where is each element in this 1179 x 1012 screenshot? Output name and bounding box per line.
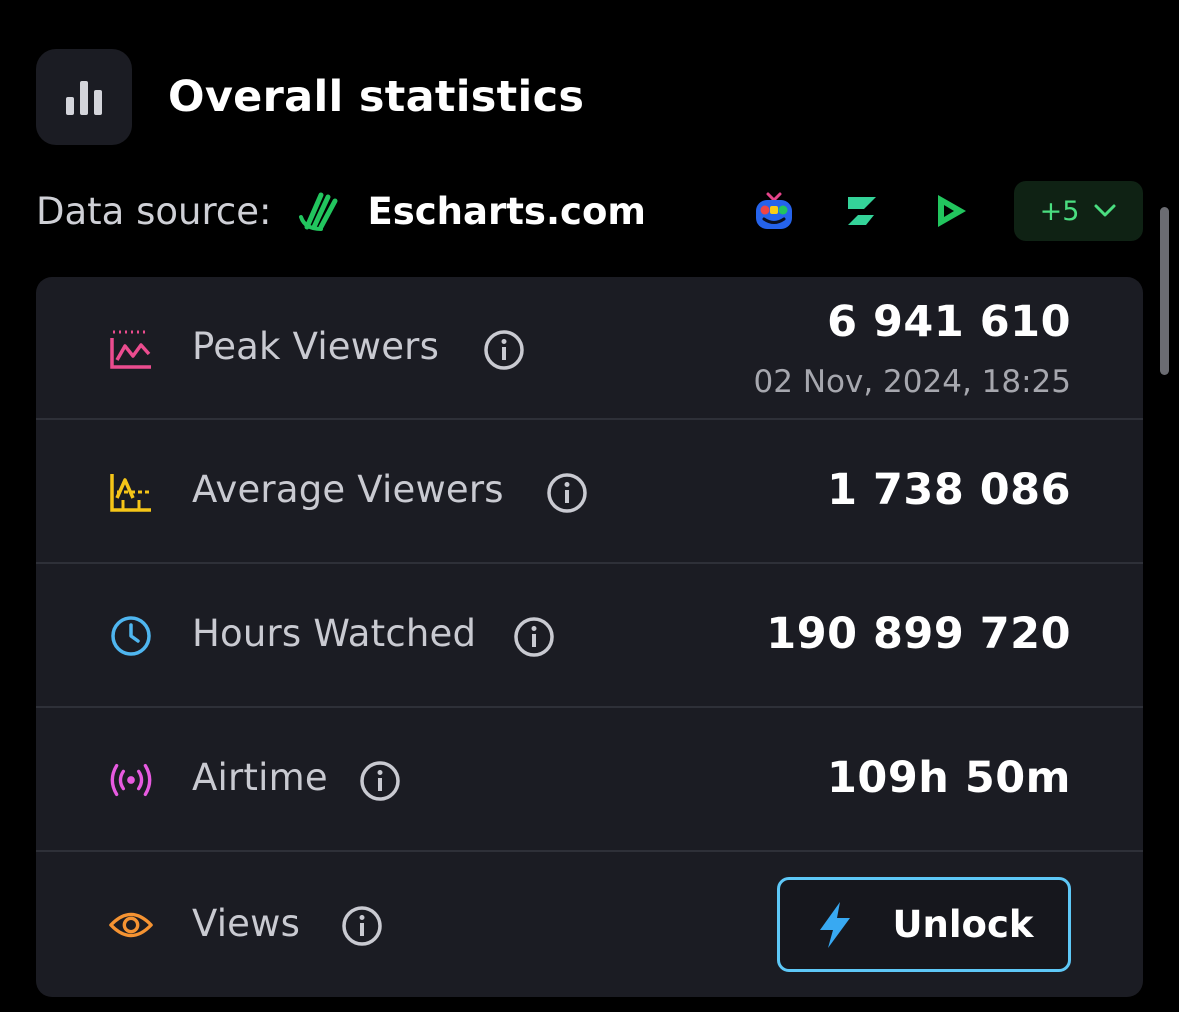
stat-row-views: Views: [36, 852, 1143, 996]
divider: [36, 850, 1143, 852]
stat-timestamp: 02 Nov, 2024, 18:25: [753, 364, 1071, 400]
stat-label: Peak Viewers: [192, 325, 440, 368]
stat-value: 109h 50m: [827, 753, 1071, 803]
stat-label: Views: [192, 902, 301, 945]
unlock-label: Unlock: [892, 903, 1034, 946]
scrollbar-thumb[interactable]: [1160, 207, 1169, 375]
more-platforms-count: +5: [1039, 195, 1080, 227]
z-platform-icon[interactable]: [838, 187, 886, 235]
stats-card: Peak Viewers 6 941 610 02 Nov, 2024, 18:…: [36, 277, 1143, 997]
more-platforms-button[interactable]: +5: [1014, 181, 1143, 241]
average-chart-icon: [108, 469, 154, 515]
info-icon[interactable]: [546, 472, 588, 514]
stat-label: Airtime: [192, 756, 328, 799]
info-icon[interactable]: [359, 760, 401, 802]
data-source-label: Data source:: [36, 189, 272, 233]
broadcast-icon: [108, 757, 154, 803]
chevron-down-icon: [1094, 204, 1116, 217]
data-source-name[interactable]: Escharts.com: [367, 189, 646, 233]
stat-value: 1 738 086: [827, 465, 1071, 515]
escharts-logo-icon: [297, 189, 341, 233]
obd-tv-icon[interactable]: [750, 187, 798, 235]
divider: [36, 418, 1143, 420]
data-source-row: Data source: Escharts.com: [36, 180, 1143, 242]
divider: [36, 706, 1143, 708]
stat-row-average-viewers: Average Viewers 1 738 086: [36, 420, 1143, 564]
stats-header: Overall statistics: [36, 49, 584, 145]
lightning-icon: [820, 901, 851, 948]
stat-row-hours-watched: Hours Watched 190 899 720: [36, 564, 1143, 708]
bar-chart-icon: [36, 49, 132, 145]
stat-label: Hours Watched: [192, 612, 477, 655]
info-icon[interactable]: [513, 616, 555, 658]
stat-row-peak-viewers: Peak Viewers 6 941 610 02 Nov, 2024, 18:…: [36, 277, 1143, 419]
info-icon[interactable]: [483, 329, 525, 371]
play-platform-icon[interactable]: [926, 187, 974, 235]
stat-value: 190 899 720: [766, 609, 1071, 659]
info-icon[interactable]: [341, 905, 383, 947]
unlock-button[interactable]: Unlock: [777, 877, 1071, 972]
eye-icon: [108, 902, 154, 948]
peak-chart-icon: [108, 327, 154, 373]
stat-row-airtime: Airtime 109h 50m: [36, 708, 1143, 852]
clock-icon: [108, 613, 154, 659]
stat-value: 6 941 610: [827, 297, 1071, 347]
platform-list: +5: [750, 181, 1143, 241]
divider: [36, 562, 1143, 564]
stat-label: Average Viewers: [192, 468, 504, 511]
page-title: Overall statistics: [168, 72, 585, 122]
